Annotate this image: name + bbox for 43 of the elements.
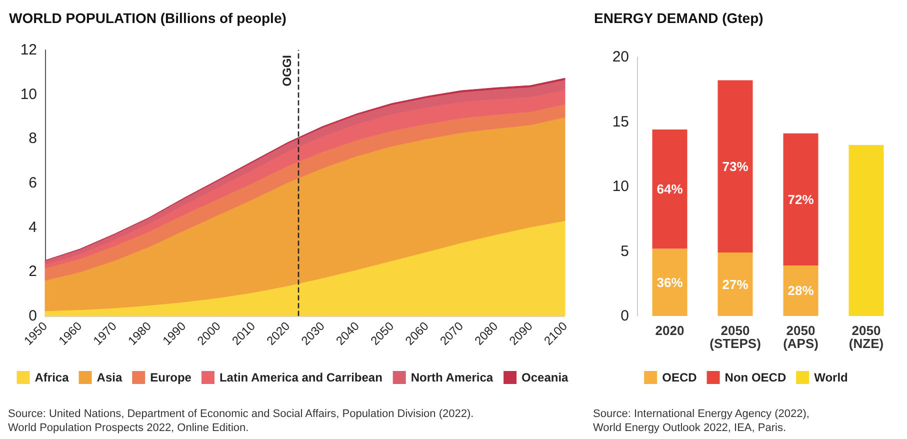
bar <box>718 80 753 253</box>
legend-label: OECD <box>662 370 698 384</box>
x-tick-label: 2050 (NZE) <box>848 323 884 351</box>
y-tick-label: 15 <box>612 113 629 130</box>
y-tick-label: 0 <box>620 308 629 324</box>
bar <box>652 130 688 249</box>
legend-label: Latin America and Carribean <box>219 370 382 384</box>
x-tick-label: 2050 (STEPS) <box>710 323 761 351</box>
x-tick-label: 2020 <box>655 323 684 338</box>
annotation: 28% <box>788 283 814 298</box>
y-tick-label: 20 <box>612 48 629 66</box>
y-tick-label: 12 <box>20 42 37 58</box>
annotation: 73% <box>722 158 749 174</box>
chart-title: ENERGY DEMAND (Gtep) <box>594 10 764 26</box>
legend-label: North America <box>410 370 494 384</box>
chart-title: WORLD POPULATION (Billions of people) <box>9 10 286 26</box>
y-tick-label: 10 <box>612 178 629 195</box>
legend-label: Asia <box>96 370 122 384</box>
bar <box>783 265 818 316</box>
annotation: 64% <box>656 182 684 197</box>
source-note: Source: International Energy Agency (2022), World Energy Outlook 2022, IEA, Paris. <box>593 408 810 434</box>
y-tick-label: 5 <box>620 242 629 260</box>
y-tick-label: 2 <box>28 263 37 280</box>
y-tick-label: 8 <box>28 130 37 148</box>
bar <box>718 252 753 316</box>
bar <box>783 133 818 266</box>
annotation: 27% <box>722 276 749 292</box>
legend-label: Africa <box>34 370 70 384</box>
bar <box>848 145 884 316</box>
y-tick-label: 0 <box>28 308 37 324</box>
ref-line-label: OGGI <box>280 55 294 86</box>
y-tick-label: 4 <box>28 218 37 236</box>
bar <box>652 248 688 316</box>
y-tick-label: 6 <box>28 174 37 192</box>
x-tick-label: 2050 (APS) <box>783 323 818 351</box>
y-tick-label: 10 <box>20 86 37 103</box>
source-note: Source: United Nations, Department of Economic and Social Affairs, Population Division (2022). World Population Prospects 2022, Online Edition. <box>8 408 474 434</box>
legend-label: Europe <box>150 370 192 384</box>
legend-label: World <box>814 370 848 384</box>
legend-label: Oceania <box>522 370 569 384</box>
annotation: 72% <box>788 192 814 207</box>
annotation: 36% <box>656 274 684 290</box>
legend-label: Non OECD <box>724 370 786 384</box>
